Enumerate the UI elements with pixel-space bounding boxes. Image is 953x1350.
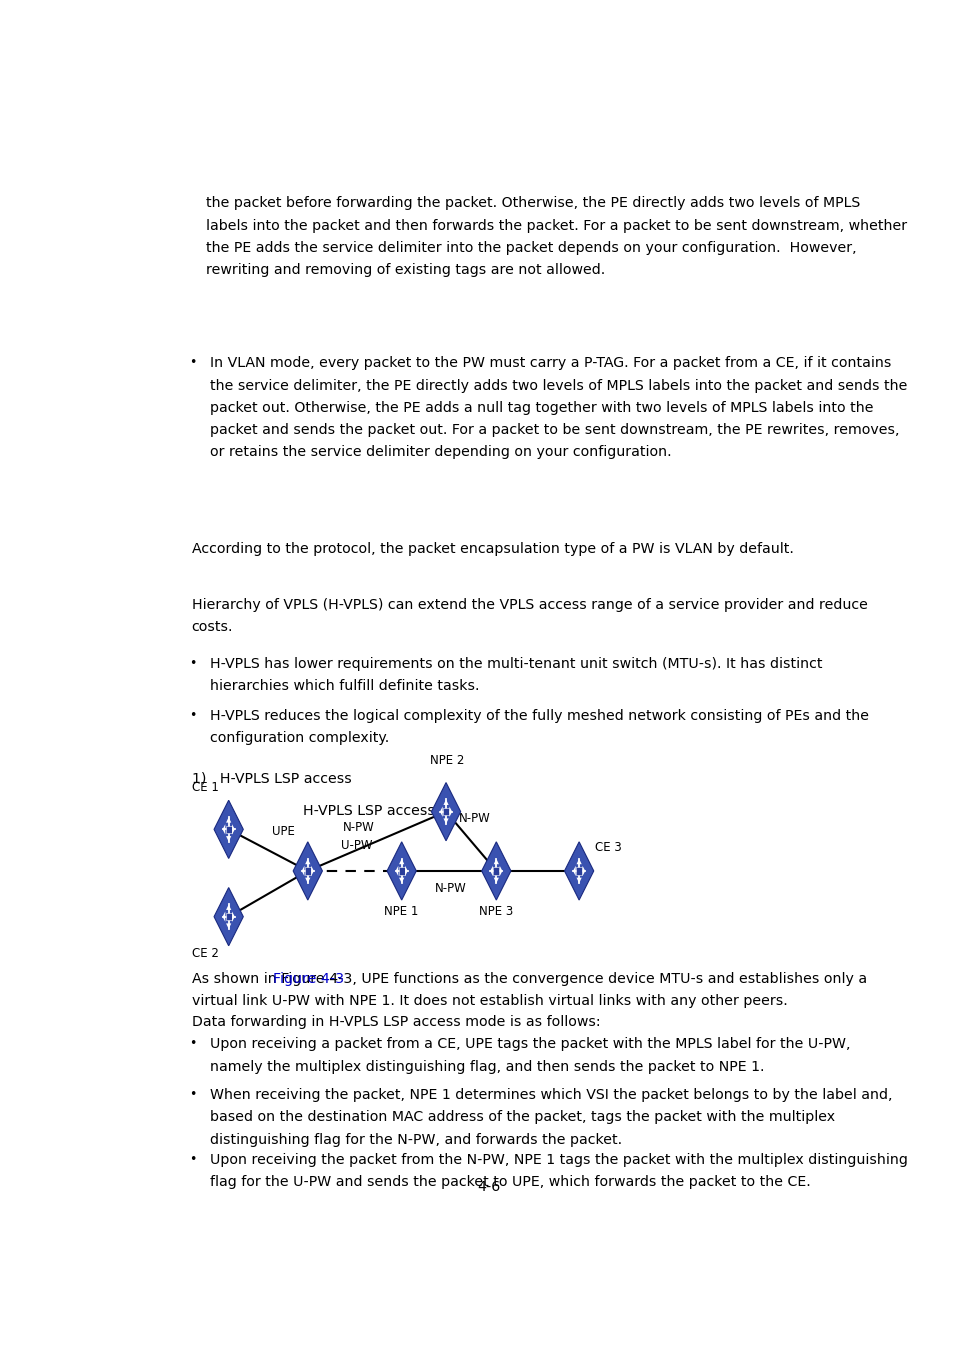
Bar bbox=[226, 913, 232, 921]
Polygon shape bbox=[494, 859, 498, 864]
Text: CE 3: CE 3 bbox=[595, 841, 621, 853]
Polygon shape bbox=[576, 878, 581, 883]
Text: NPE 2: NPE 2 bbox=[429, 755, 464, 767]
Text: •: • bbox=[190, 1037, 196, 1050]
Bar bbox=[226, 826, 232, 833]
Text: the packet before forwarding the packet. Otherwise, the PE directly adds two lev: the packet before forwarding the packet.… bbox=[206, 196, 906, 277]
Polygon shape bbox=[226, 923, 231, 929]
Polygon shape bbox=[481, 842, 511, 900]
Text: H-VPLS LSP access: H-VPLS LSP access bbox=[302, 805, 434, 818]
Polygon shape bbox=[449, 806, 452, 817]
Polygon shape bbox=[311, 865, 314, 876]
Polygon shape bbox=[301, 865, 304, 876]
Text: 4-6: 4-6 bbox=[476, 1180, 500, 1193]
Text: CE 2: CE 2 bbox=[192, 946, 218, 960]
Polygon shape bbox=[293, 842, 322, 900]
Text: Figure 4-3: Figure 4-3 bbox=[273, 972, 344, 986]
Text: NPE 1: NPE 1 bbox=[383, 904, 417, 918]
Text: H-VPLS has lower requirements on the multi-tenant unit switch (MTU-s). It has di: H-VPLS has lower requirements on the mul… bbox=[210, 657, 821, 693]
Text: •: • bbox=[190, 709, 196, 722]
Polygon shape bbox=[443, 799, 448, 805]
Bar bbox=[442, 809, 449, 815]
Text: •: • bbox=[190, 356, 196, 370]
Text: UPE: UPE bbox=[272, 825, 294, 838]
Bar bbox=[493, 867, 498, 875]
Polygon shape bbox=[213, 887, 243, 946]
Polygon shape bbox=[398, 859, 404, 864]
Text: Upon receiving a packet from a CE, UPE tags the packet with the MPLS label for t: Upon receiving a packet from a CE, UPE t… bbox=[210, 1037, 850, 1073]
Text: Data forwarding in H-VPLS LSP access mode is as follows:: Data forwarding in H-VPLS LSP access mod… bbox=[192, 1015, 599, 1030]
Polygon shape bbox=[439, 806, 442, 817]
Polygon shape bbox=[431, 783, 460, 841]
Polygon shape bbox=[387, 842, 416, 900]
Polygon shape bbox=[395, 865, 398, 876]
Polygon shape bbox=[213, 801, 243, 859]
Text: According to the protocol, the packet encapsulation type of a PW is VLAN by defa: According to the protocol, the packet en… bbox=[192, 543, 793, 556]
Text: N-PW: N-PW bbox=[342, 821, 374, 834]
Text: •: • bbox=[190, 1088, 196, 1102]
Text: NPE 3: NPE 3 bbox=[478, 904, 513, 918]
Text: U-PW: U-PW bbox=[341, 840, 373, 852]
Text: •: • bbox=[190, 657, 196, 670]
Polygon shape bbox=[499, 865, 502, 876]
Polygon shape bbox=[226, 817, 231, 822]
Text: When receiving the packet, NPE 1 determines which VSI the packet belongs to by t: When receiving the packet, NPE 1 determi… bbox=[210, 1088, 892, 1146]
Text: H-VPLS reduces the logical complexity of the fully meshed network consisting of : H-VPLS reduces the logical complexity of… bbox=[210, 709, 868, 745]
Polygon shape bbox=[582, 865, 584, 876]
Text: Hierarchy of VPLS (H-VPLS) can extend the VPLS access range of a service provide: Hierarchy of VPLS (H-VPLS) can extend th… bbox=[192, 598, 866, 633]
Polygon shape bbox=[305, 859, 310, 864]
Polygon shape bbox=[232, 911, 234, 922]
Text: •: • bbox=[190, 1153, 196, 1165]
Polygon shape bbox=[576, 859, 581, 864]
Polygon shape bbox=[564, 842, 593, 900]
Polygon shape bbox=[226, 904, 231, 910]
Polygon shape bbox=[226, 836, 231, 841]
Polygon shape bbox=[398, 878, 404, 883]
Text: In VLAN mode, every packet to the PW must carry a P-TAG. For a packet from a CE,: In VLAN mode, every packet to the PW mus… bbox=[210, 356, 906, 459]
Text: 1)   H-VPLS LSP access: 1) H-VPLS LSP access bbox=[192, 771, 351, 786]
Text: As shown in Figure 4-3, UPE functions as the convergence device MTU-s and establ: As shown in Figure 4-3, UPE functions as… bbox=[192, 972, 866, 1008]
Bar bbox=[398, 867, 404, 875]
Polygon shape bbox=[232, 824, 234, 834]
Bar bbox=[576, 867, 581, 875]
Text: N-PW: N-PW bbox=[458, 811, 490, 825]
Polygon shape bbox=[573, 865, 576, 876]
Polygon shape bbox=[494, 878, 498, 883]
Polygon shape bbox=[490, 865, 493, 876]
Text: Upon receiving the packet from the N-PW, NPE 1 tags the packet with the multiple: Upon receiving the packet from the N-PW,… bbox=[210, 1153, 907, 1189]
Polygon shape bbox=[222, 824, 225, 834]
Polygon shape bbox=[222, 911, 225, 922]
Polygon shape bbox=[305, 878, 310, 883]
Text: CE 1: CE 1 bbox=[192, 782, 218, 794]
Text: N-PW: N-PW bbox=[435, 882, 466, 895]
Bar bbox=[305, 867, 311, 875]
Polygon shape bbox=[405, 865, 407, 876]
Polygon shape bbox=[443, 818, 448, 824]
